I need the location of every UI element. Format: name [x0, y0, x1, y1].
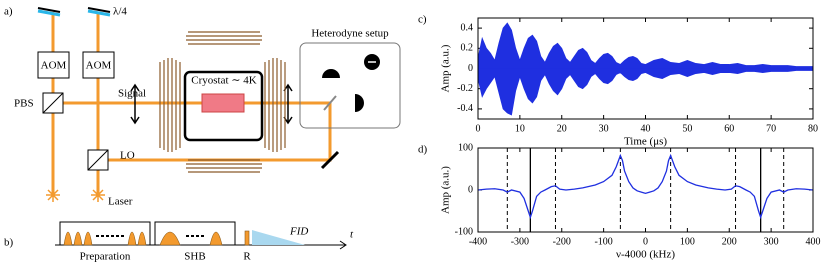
detector: [322, 69, 340, 78]
y-tick-label: 0: [468, 63, 473, 74]
mirror: [320, 150, 340, 170]
panel-label: c): [418, 14, 427, 26]
x-tick-label: 0: [476, 123, 481, 134]
x-tick-label: 80: [808, 123, 818, 134]
x-tick-label: 10: [515, 123, 525, 134]
label: PBS: [14, 98, 34, 110]
x-tick-label: -100: [594, 236, 612, 247]
x-tick-label: 70: [766, 123, 776, 134]
laser-icon: [46, 188, 105, 202]
label: SHB: [184, 251, 205, 263]
label: R: [243, 251, 251, 263]
label: Preparation: [80, 251, 131, 263]
x-tick-label: 20: [557, 123, 567, 134]
signal-area: [477, 22, 814, 69]
x-axis-label: ν-4000 (kHz): [616, 249, 675, 261]
y-tick-label: 0: [468, 184, 473, 195]
x-tick-label: 30: [599, 123, 609, 134]
beam-splitter: [323, 95, 337, 111]
label: λ/4: [113, 6, 127, 18]
cryostat: [183, 70, 264, 142]
label: Laser: [108, 196, 133, 208]
label: Heterodyne setup: [311, 28, 389, 40]
plot-frame: [477, 17, 814, 120]
arrow: [130, 83, 293, 125]
plot-frame: [477, 147, 814, 233]
x-tick-label: 100: [680, 236, 695, 247]
panel-label: d): [418, 144, 428, 156]
signal-area: [477, 68, 814, 116]
label: AOM: [41, 60, 67, 72]
y-axis-label: Amp (a.u.): [440, 44, 452, 92]
y-tick-label: 100: [458, 142, 473, 153]
label: Cryostat ∼ 4K: [191, 75, 256, 87]
panel-label: a): [4, 6, 13, 18]
setup-diagram: a) λ/4 AOM AOM PBS Signal LO Laser Cryos…: [4, 6, 401, 263]
panel-label: b): [4, 237, 14, 249]
label: AOM: [86, 60, 112, 72]
x-axis-label: Time (μs): [624, 136, 667, 148]
y-tick-label: -100: [455, 226, 473, 237]
coils: [159, 31, 286, 173]
pbs-diag: [42, 92, 64, 114]
x-tick-label: 0: [643, 236, 648, 247]
x-tick-label: 60: [724, 123, 734, 134]
spectrum-line: [477, 153, 814, 220]
mirror: [87, 7, 111, 17]
shb-box: [154, 221, 236, 246]
bs-diag: [87, 149, 109, 171]
y-tick-label: -0.2: [457, 83, 473, 94]
prep-box: [59, 221, 151, 246]
aom-box: [37, 51, 70, 79]
x-tick-label: -400: [469, 236, 487, 247]
label: FID: [289, 226, 308, 238]
detector: [355, 94, 364, 112]
x-tick-label: -300: [511, 236, 529, 247]
crystal: [201, 93, 245, 113]
aom-box: [82, 51, 115, 79]
label: t: [350, 229, 354, 241]
x-tick-label: 300: [764, 236, 779, 247]
y-tick-label: -0.4: [457, 103, 473, 114]
y-tick-label: 0.4: [461, 22, 474, 33]
x-tick-label: 40: [641, 123, 651, 134]
x-tick-label: -200: [553, 236, 571, 247]
mirror: [37, 7, 61, 17]
y-axis-label: Amp (a.u.): [440, 166, 452, 214]
pulses: [63, 230, 250, 246]
x-tick-label: 50: [682, 123, 692, 134]
heterodyne-box: [299, 42, 401, 129]
x-tick-label: 400: [806, 236, 821, 247]
label: LO: [120, 150, 135, 162]
y-tick-label: 0.2: [461, 43, 474, 54]
fid-decay: [252, 230, 305, 245]
x-tick-label: 200: [722, 236, 737, 247]
